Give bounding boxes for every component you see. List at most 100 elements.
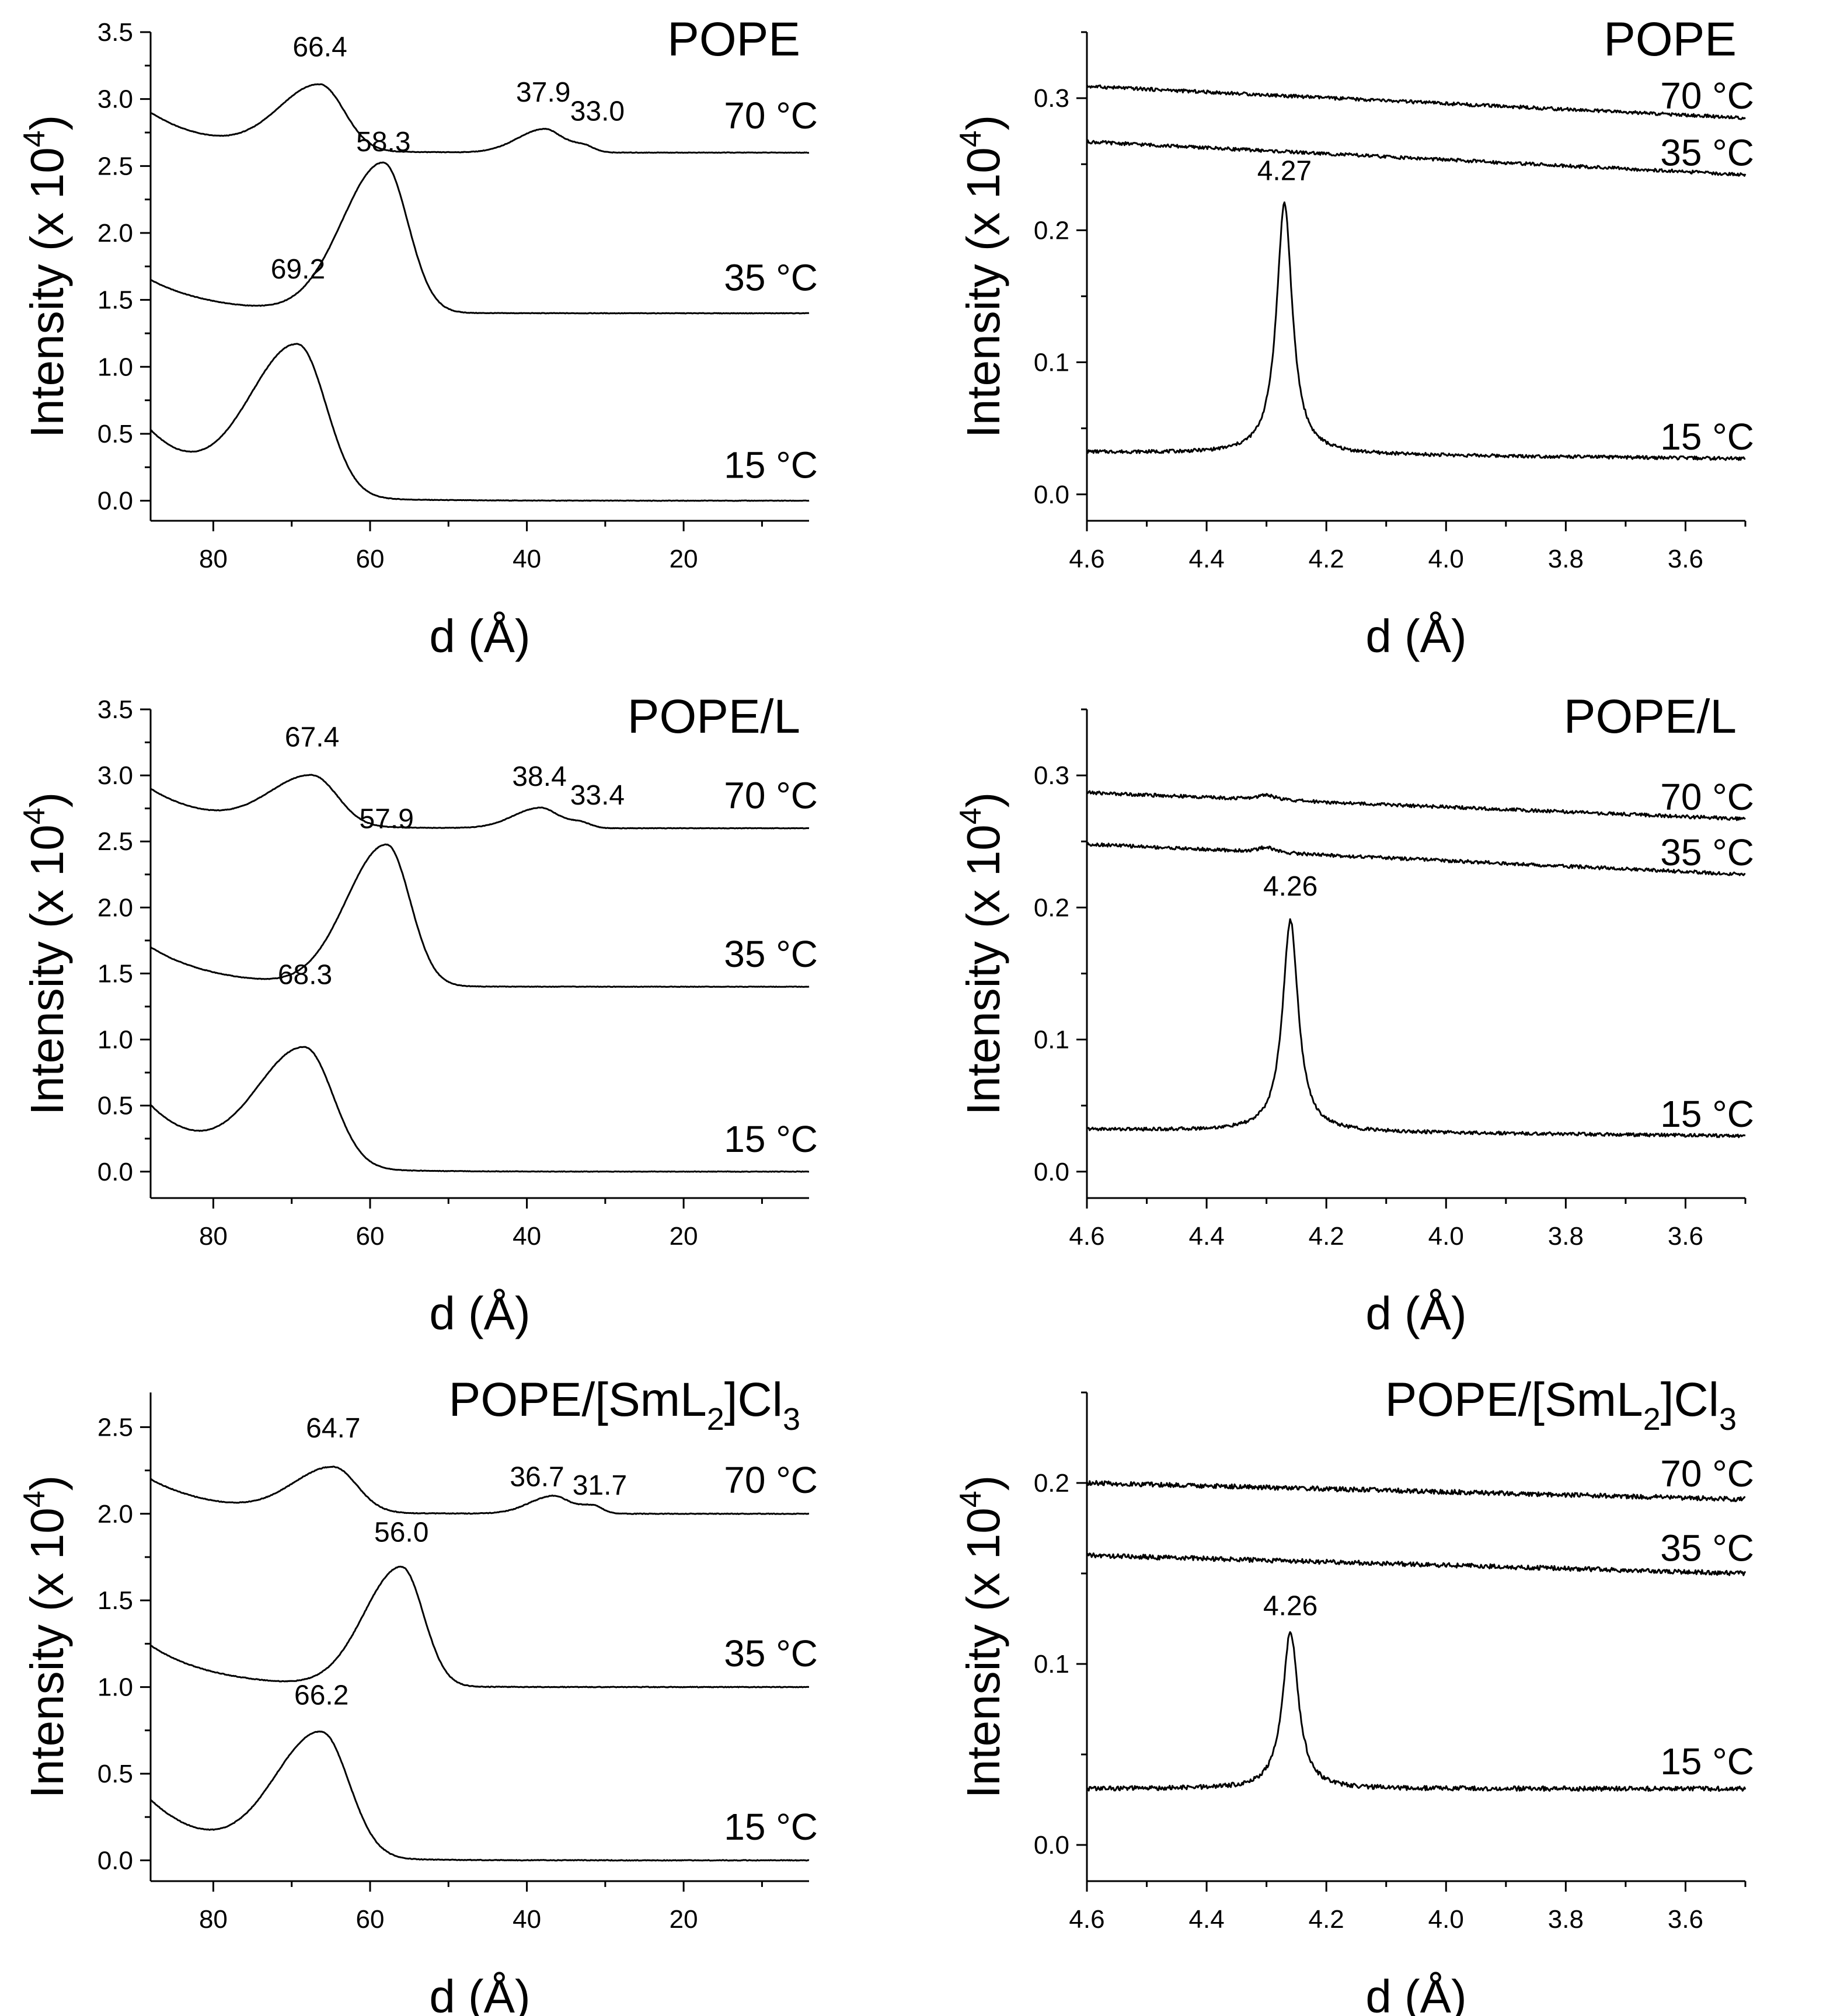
series-line-15c bbox=[150, 343, 810, 502]
peak-annotation: 4.27 bbox=[1257, 155, 1312, 186]
x-tick-label: 4.2 bbox=[1309, 545, 1344, 573]
x-tick-label: 20 bbox=[670, 1222, 698, 1251]
x-axis-label: d (Å) bbox=[429, 1970, 530, 2016]
x-tick-label: 4.0 bbox=[1428, 1222, 1464, 1251]
x-tick-label: 4.4 bbox=[1189, 545, 1225, 573]
series-label: 70 °C bbox=[1660, 1453, 1754, 1495]
chart-panel-1: 80 60 40 20 0.0 0.5 1.0 1.5 2.0 2.5 3.0 3.5 d (Å) Int… bbox=[18, 13, 818, 662]
x-tick-label: 60 bbox=[356, 545, 385, 573]
series-label: 15 °C bbox=[724, 1118, 818, 1160]
y-tick-label: 2.5 bbox=[97, 152, 133, 180]
y-axis-label: Intensity (x 104) bbox=[954, 792, 1009, 1116]
series-label: 15 °C bbox=[1660, 416, 1754, 458]
peak-annotation: 33.4 bbox=[570, 780, 625, 811]
y-tick-label: 0.0 bbox=[97, 487, 133, 516]
x-tick-label: 4.6 bbox=[1069, 1905, 1104, 1934]
x-tick-label: 4.0 bbox=[1428, 545, 1464, 573]
series-label: 70 °C bbox=[724, 1459, 818, 1501]
y-tick-label: 0.0 bbox=[97, 1158, 133, 1186]
peak-annotation: 56.0 bbox=[374, 1517, 428, 1548]
series-line-70c bbox=[1086, 790, 1746, 821]
peak-annotation: 36.7 bbox=[510, 1461, 564, 1492]
series-label: 15 °C bbox=[1660, 1740, 1754, 1782]
y-tick-label: 0.0 bbox=[1034, 1831, 1069, 1860]
y-tick-label: 1.5 bbox=[97, 286, 133, 315]
series-label: 35 °C bbox=[1660, 831, 1754, 873]
peak-annotation: 4.26 bbox=[1263, 871, 1317, 902]
chart-panel-6: 4.6 4.4 4.2 4.0 3.8 3.6 0.0 0.1 0.2 d (Å) Intensit… bbox=[954, 1373, 1754, 2016]
x-tick-label: 3.6 bbox=[1668, 1222, 1703, 1251]
peak-annotation: 4.26 bbox=[1263, 1590, 1317, 1621]
x-tick-label: 3.8 bbox=[1548, 545, 1584, 573]
x-tick-label: 60 bbox=[356, 1222, 385, 1251]
x-tick-label: 4.6 bbox=[1069, 1222, 1104, 1251]
x-tick-label: 4.2 bbox=[1309, 1905, 1344, 1934]
series-line-15c bbox=[149, 1731, 810, 1862]
x-axis-label: d (Å) bbox=[1365, 610, 1466, 662]
series-line-35c bbox=[1086, 842, 1746, 876]
y-tick-label: 0.5 bbox=[97, 1760, 133, 1788]
series-label: 35 °C bbox=[724, 933, 818, 975]
x-tick-label: 20 bbox=[670, 1905, 698, 1934]
peak-annotation: 37.9 bbox=[516, 77, 570, 108]
chart-title: POPE/[SmL2]Cl3 bbox=[1385, 1373, 1737, 1437]
x-tick-label: 4.6 bbox=[1069, 545, 1104, 573]
x-tick-label: 4.4 bbox=[1189, 1222, 1225, 1251]
series-label: 35 °C bbox=[1660, 1527, 1754, 1569]
y-tick-label: 0.5 bbox=[97, 1092, 133, 1120]
x-tick-label: 40 bbox=[513, 1905, 541, 1934]
series-line-70c bbox=[1086, 84, 1746, 120]
series-line-15c bbox=[1086, 201, 1746, 461]
y-tick-label: 0.0 bbox=[97, 1846, 133, 1875]
series-line-70c bbox=[150, 774, 810, 830]
series-label: 15 °C bbox=[1660, 1093, 1754, 1135]
y-tick-label: 0.0 bbox=[1034, 1158, 1069, 1186]
x-tick-label: 3.8 bbox=[1548, 1905, 1584, 1934]
series-line-35c bbox=[150, 161, 810, 315]
series-line-35c bbox=[149, 843, 810, 988]
x-tick-label: 80 bbox=[199, 1222, 228, 1251]
y-tick-label: 3.5 bbox=[97, 18, 133, 47]
peak-annotation: 64.7 bbox=[306, 1413, 360, 1444]
peak-annotation: 68.3 bbox=[278, 960, 332, 991]
peak-annotation: 58.3 bbox=[356, 127, 410, 158]
chart-panel-3: 80 60 40 20 0.0 0.5 1.0 1.5 2.0 2.5 3.0 3.5 d (Å) Int… bbox=[18, 690, 818, 1339]
y-tick-label: 3.0 bbox=[97, 85, 133, 114]
y-tick-label: 2.5 bbox=[97, 827, 133, 856]
series-label: 70 °C bbox=[1660, 75, 1754, 117]
chart-title: POPE bbox=[667, 13, 800, 66]
chart-panel-5: 80 60 40 20 0.0 0.5 1.0 1.5 2.0 2.5 d (Å) Intensity… bbox=[18, 1373, 818, 2016]
peak-annotation: 67.4 bbox=[285, 722, 339, 753]
y-tick-label: 1.0 bbox=[97, 1673, 133, 1702]
y-tick-label: 2.0 bbox=[97, 219, 133, 248]
series-label: 35 °C bbox=[1660, 131, 1754, 173]
y-axis-label: Intensity (x 104) bbox=[18, 792, 73, 1116]
y-tick-label: 3.5 bbox=[97, 695, 133, 724]
y-tick-label: 1.0 bbox=[97, 1026, 133, 1054]
y-tick-label: 2.5 bbox=[97, 1413, 133, 1442]
series-line-70c bbox=[150, 83, 810, 154]
peak-annotation: 38.4 bbox=[512, 761, 566, 792]
series-line-35c bbox=[150, 1565, 809, 1688]
y-tick-label: 0.0 bbox=[1034, 481, 1069, 509]
chart-panel-2: 4.6 4.4 4.2 4.0 3.8 3.6 0.0 0.1 0.2 0.3 d (Å) Inten… bbox=[954, 13, 1754, 662]
y-tick-label: 0.1 bbox=[1034, 1026, 1069, 1054]
y-tick-label: 1.0 bbox=[97, 353, 133, 381]
x-tick-label: 4.4 bbox=[1189, 1905, 1225, 1934]
y-axis-label: Intensity (x 104) bbox=[954, 115, 1009, 438]
series-label: 70 °C bbox=[1660, 776, 1754, 818]
x-tick-label: 3.8 bbox=[1548, 1222, 1584, 1251]
y-axis-label: Intensity (x 104) bbox=[18, 1475, 73, 1799]
x-tick-label: 20 bbox=[670, 545, 698, 573]
series-line-70c bbox=[1086, 1480, 1746, 1502]
y-tick-label: 0.1 bbox=[1034, 1650, 1069, 1679]
x-tick-label: 4.0 bbox=[1428, 1905, 1464, 1934]
peak-annotation: 66.2 bbox=[294, 1680, 348, 1711]
y-tick-label: 0.1 bbox=[1034, 349, 1069, 377]
x-tick-label: 40 bbox=[513, 545, 541, 573]
x-tick-label: 3.6 bbox=[1668, 1905, 1703, 1934]
series-line-70c bbox=[150, 1465, 810, 1515]
series-label: 35 °C bbox=[724, 257, 818, 299]
